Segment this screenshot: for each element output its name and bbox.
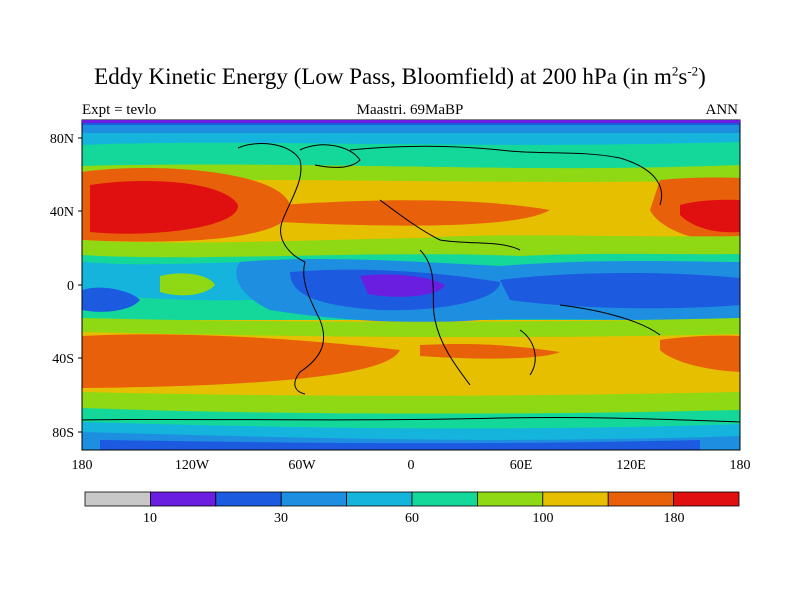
colorbar-swatch <box>476 491 544 507</box>
colorbar <box>84 491 740 507</box>
colorbar-swatch <box>607 491 675 507</box>
colorbar-label-180: 180 <box>664 511 685 526</box>
lon-label-180w: 180 <box>72 458 93 473</box>
colorbar-swatch <box>280 491 348 507</box>
colorbar-swatch <box>411 491 478 507</box>
latitude-axis: 80N 40N 0 40S 80S <box>50 132 82 441</box>
longitude-axis: 180 120W 60W 0 60E 120E 180 <box>72 458 751 473</box>
experiment-label: Expt = tevlo <box>82 102 157 118</box>
lon-label-0: 0 <box>408 458 415 473</box>
lon-label-180e: 180 <box>730 458 751 473</box>
lon-label-60w: 60W <box>288 458 316 473</box>
colorbar-label-10: 10 <box>143 511 157 526</box>
season-label: ANN <box>705 102 739 118</box>
colorbar-swatch <box>542 491 609 507</box>
colorbar-swatch <box>84 491 151 507</box>
map-title: Eddy Kinetic Energy (Low Pass, Bloomfiel… <box>94 63 706 89</box>
colorbar-swatch <box>149 491 217 507</box>
colorbar-label-60: 60 <box>405 511 419 526</box>
colorbar-swatch <box>346 491 413 507</box>
lat-label-0: 0 <box>67 279 74 294</box>
lon-label-120w: 120W <box>175 458 210 473</box>
colorbar-labels: 10 30 60 100 180 <box>143 511 685 526</box>
lat-label-80s: 80S <box>52 426 74 441</box>
colorbar-label-100: 100 <box>533 511 554 526</box>
lon-label-60e: 60E <box>510 458 533 473</box>
lat-label-40s: 40S <box>52 352 74 367</box>
lat-label-80n: 80N <box>50 132 74 147</box>
period-label: Maastri. 69MaBP <box>356 102 464 118</box>
colorbar-swatch <box>215 491 282 507</box>
colorbar-swatch <box>673 491 740 507</box>
contour-field <box>82 120 740 450</box>
lat-label-40n: 40N <box>50 205 74 220</box>
colorbar-label-30: 30 <box>274 511 288 526</box>
lon-label-120e: 120E <box>616 458 646 473</box>
coastlines <box>82 143 740 423</box>
